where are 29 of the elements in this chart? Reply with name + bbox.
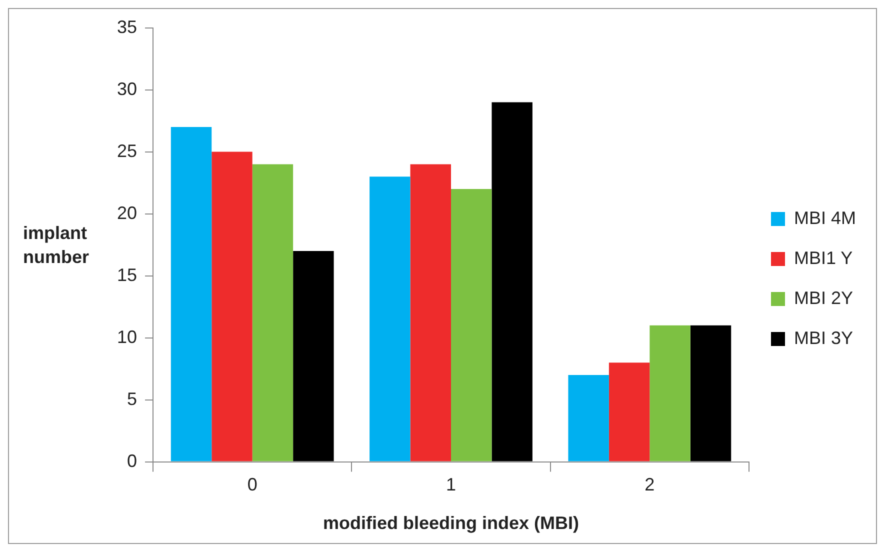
y-tick-label: 10 (116, 326, 138, 347)
y-tick-label: 5 (127, 388, 138, 409)
x-axis-title: modified bleeding index (MBI) (323, 513, 580, 534)
legend-label: MBI1 Y (794, 248, 853, 268)
bar (293, 251, 334, 462)
x-tick-label: 2 (644, 474, 655, 495)
bar (650, 325, 690, 462)
y-axis-title: implant number (23, 222, 90, 269)
bar (568, 375, 609, 462)
x-tick-label: 1 (446, 474, 456, 495)
bar (608, 362, 650, 462)
legend-label: MBI 4M (794, 208, 856, 228)
y-tick-label: 25 (116, 140, 138, 161)
bar (212, 152, 252, 462)
legend-label: MBI 3Y (794, 328, 854, 348)
y-tick-label: 20 (116, 202, 138, 223)
bar (410, 164, 452, 462)
y-tick-label: 15 (116, 264, 138, 285)
bar (492, 102, 532, 462)
bar (252, 164, 294, 462)
legend-label: MBI 2Y (794, 288, 854, 308)
bar (370, 176, 410, 462)
bar (690, 325, 732, 462)
y-tick-label: 0 (127, 450, 138, 471)
y-tick-label: 30 (116, 78, 138, 99)
x-tick-label: 0 (247, 474, 258, 495)
bar (170, 127, 212, 462)
y-tick-label: 35 (116, 16, 138, 37)
bar (451, 189, 492, 462)
